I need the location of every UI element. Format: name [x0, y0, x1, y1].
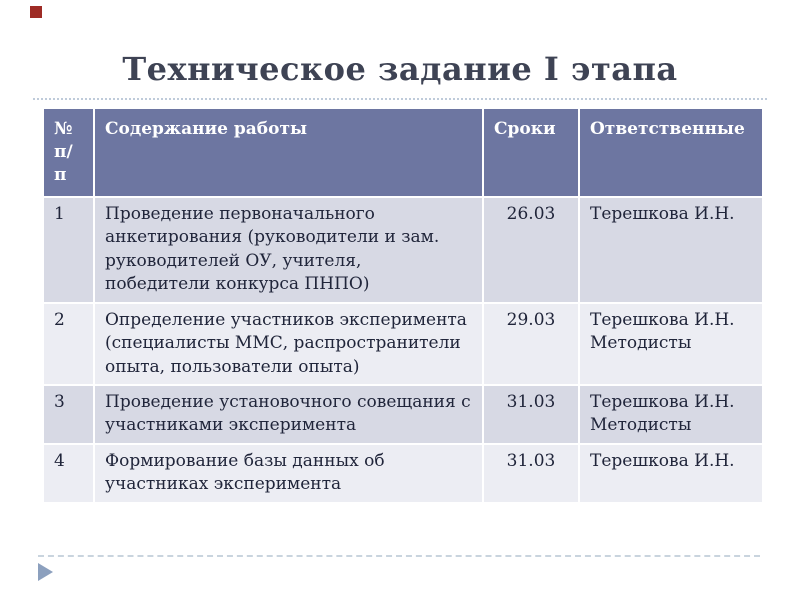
column-header-date: Сроки: [482, 107, 580, 198]
next-slide-arrow-icon[interactable]: [38, 563, 53, 581]
task-schedule-table: № п/п Содержание работы Сроки Ответствен…: [42, 107, 764, 504]
cell-date: 29.03: [482, 301, 580, 386]
cell-num: 4: [42, 442, 95, 504]
column-header-owner: Ответственные: [578, 107, 764, 198]
cell-date: 31.03: [482, 383, 580, 445]
cell-num: 2: [42, 301, 95, 386]
cell-task: Формирование базы данных об участниках э…: [93, 442, 484, 504]
column-header-task: Содержание работы: [93, 107, 484, 198]
cell-owner: Терешкова И.Н.: [578, 442, 764, 504]
cell-task: Проведение установочного совещания с уча…: [93, 383, 484, 445]
table-header-row: № п/п Содержание работы Сроки Ответствен…: [42, 107, 764, 198]
footer-separator-line: [38, 555, 760, 557]
cell-date: 26.03: [482, 195, 580, 304]
cell-task: Определение участников эксперимента (спе…: [93, 301, 484, 386]
column-header-num: № п/п: [42, 107, 95, 198]
cell-owner: Терешкова И.Н. Методисты: [578, 301, 764, 386]
cell-date: 31.03: [482, 442, 580, 504]
page-title: Техническое задание I этапа: [122, 50, 678, 88]
table-row: 1 Проведение первоначального анкетирован…: [42, 195, 764, 304]
table-row: 3 Проведение установочного совещания с у…: [42, 383, 764, 445]
cell-task: Проведение первоначального анкетирования…: [93, 195, 484, 304]
title-separator-line: [33, 98, 767, 100]
table-row: 4 Формирование базы данных об участниках…: [42, 442, 764, 504]
cell-num: 3: [42, 383, 95, 445]
red-square-decoration-icon: [30, 6, 42, 18]
cell-owner: Терешкова И.Н. Методисты: [578, 383, 764, 445]
cell-owner: Терешкова И.Н.: [578, 195, 764, 304]
table-row: 2 Определение участников эксперимента (с…: [42, 301, 764, 386]
cell-num: 1: [42, 195, 95, 304]
